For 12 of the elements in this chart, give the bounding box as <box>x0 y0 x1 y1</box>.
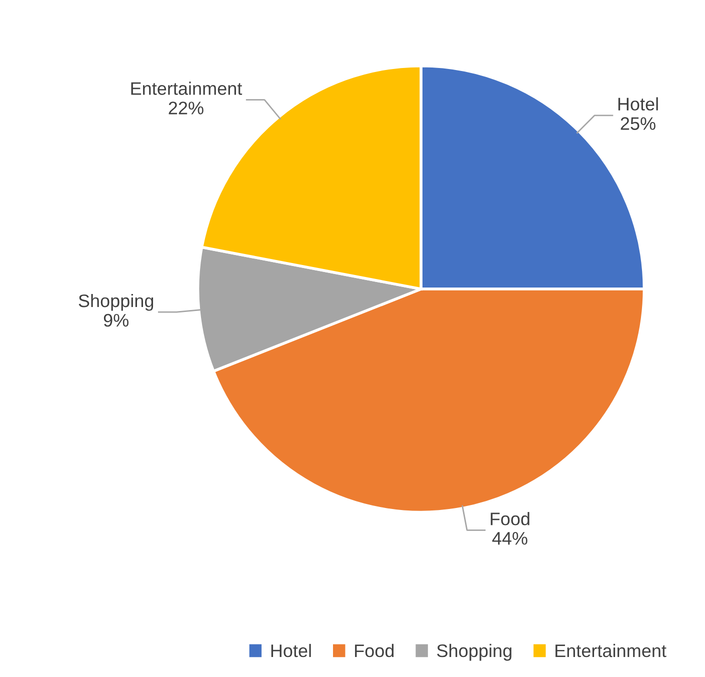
slice-label: Entertainment <box>131 82 242 95</box>
legend-label: Hotel <box>271 644 311 658</box>
legend-label: Shopping <box>437 644 512 661</box>
data-label: 9% <box>104 314 129 327</box>
data-label: 22% <box>168 102 204 114</box>
slice-label: Food <box>490 512 530 526</box>
slice-label: Shopping <box>78 294 154 311</box>
legend-label: Entertainment <box>556 644 666 658</box>
data-label: 44% <box>492 532 528 545</box>
slice-label: Hotel <box>618 97 658 111</box>
data-label: 25% <box>620 117 656 130</box>
legend-label: Food <box>355 644 394 658</box>
